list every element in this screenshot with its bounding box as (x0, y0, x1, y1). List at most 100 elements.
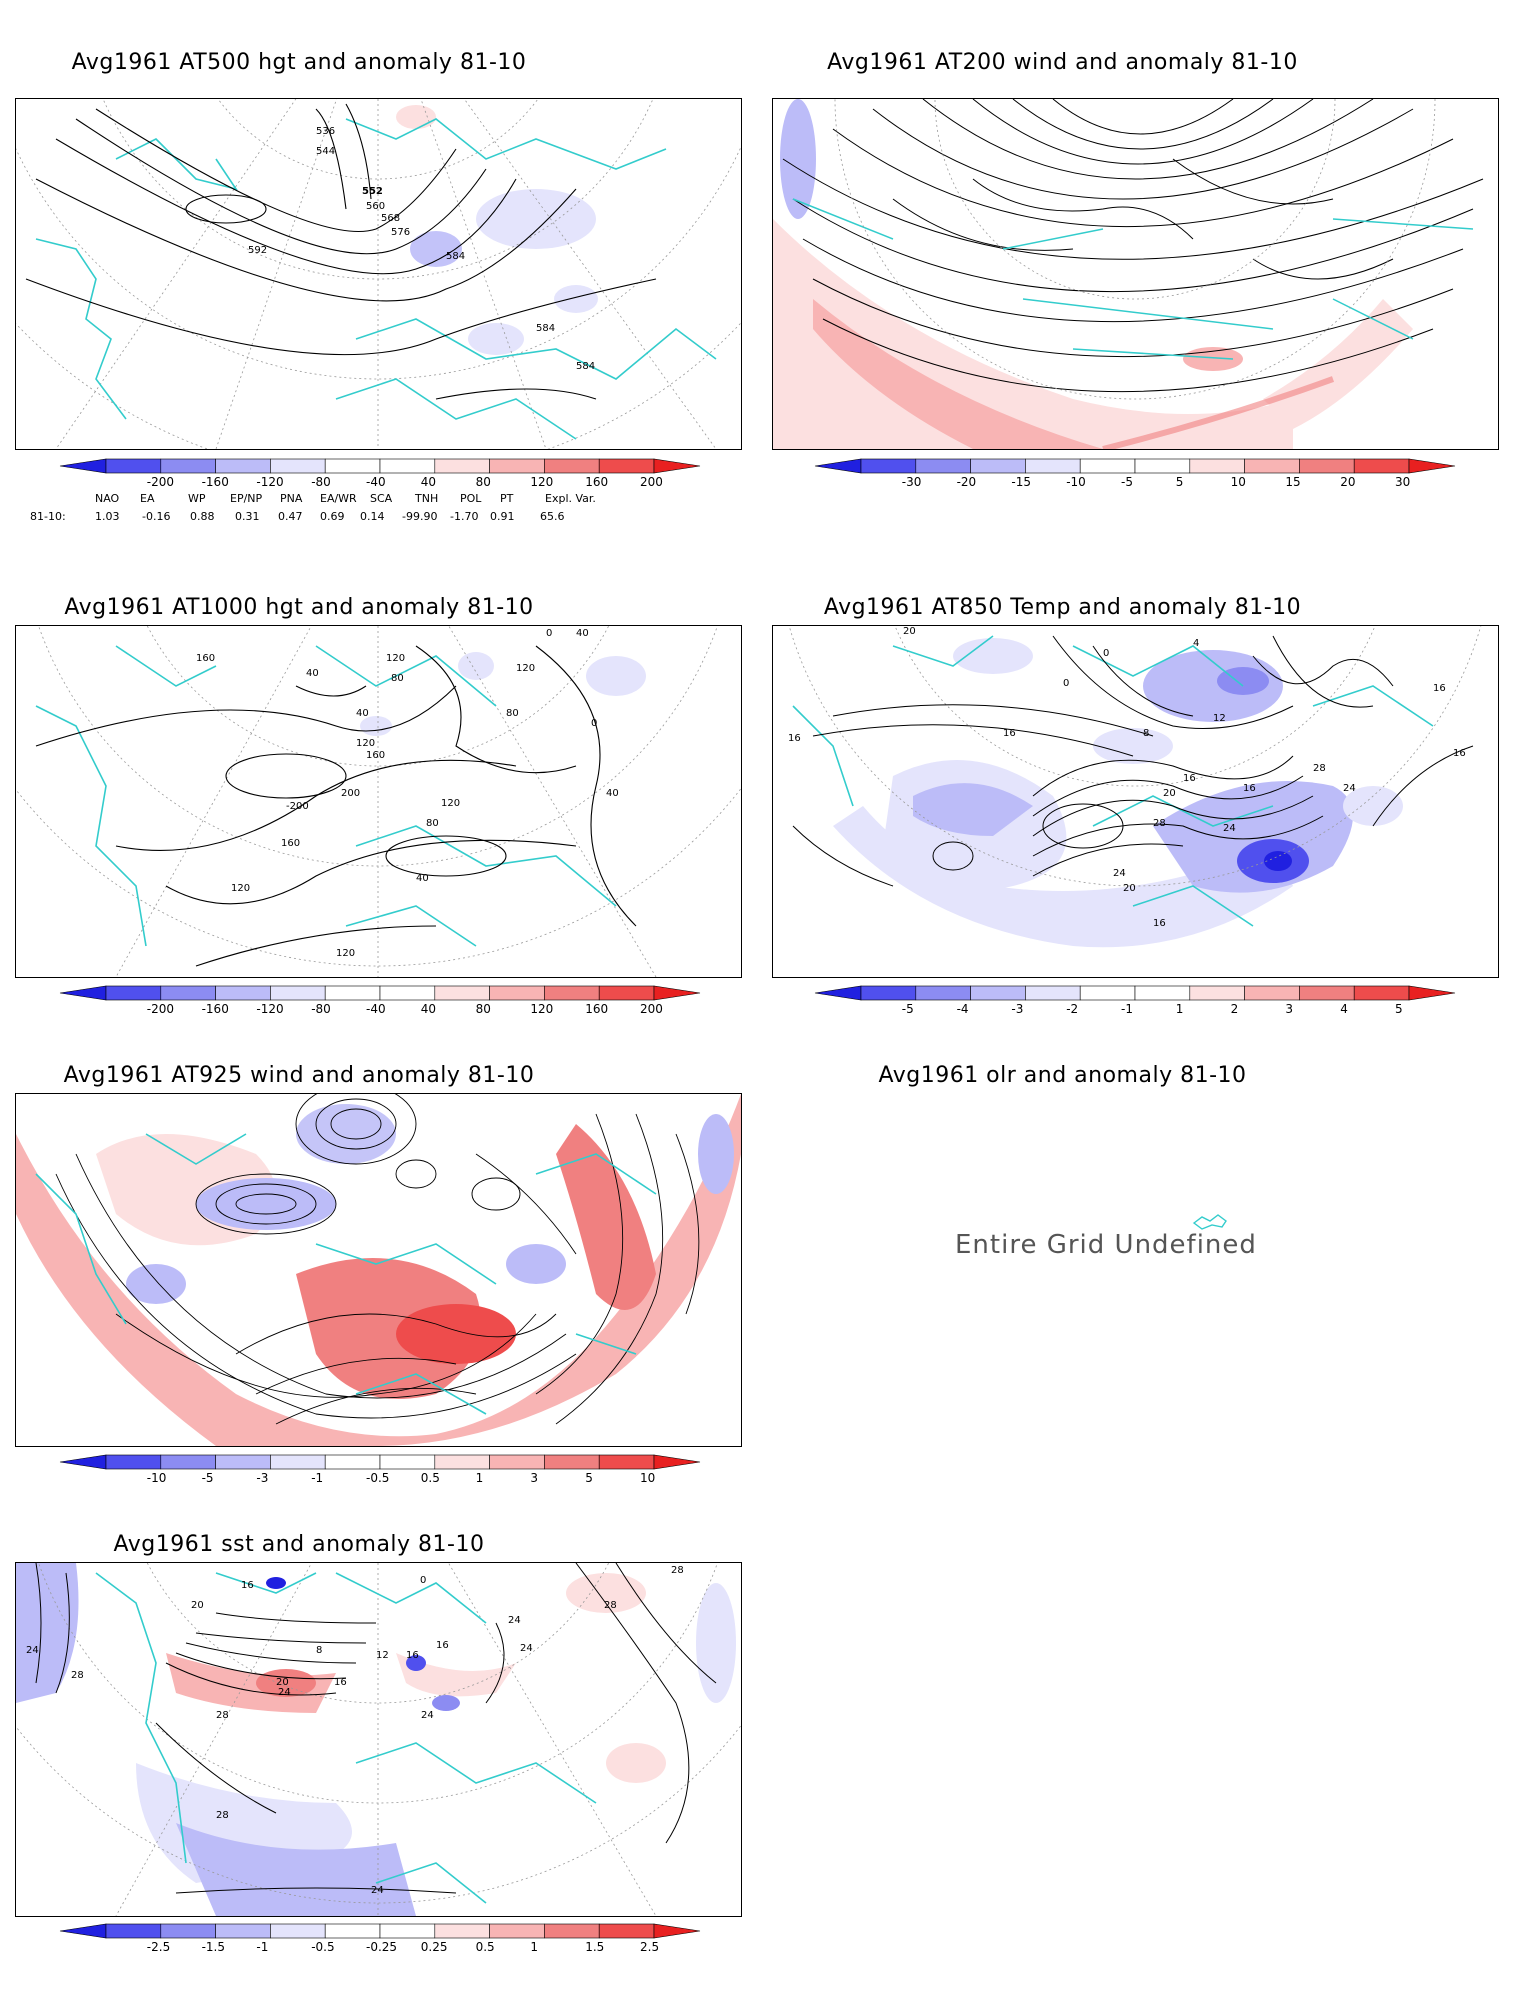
index-row-label: 81-10: (30, 510, 66, 523)
contour-label: 20 (276, 1677, 289, 1688)
colorbar-tick-label: 30 (1395, 475, 1411, 489)
olr-empty-panel: Entire Grid Undefined (772, 1093, 1499, 1447)
contour-label: 40 (606, 788, 619, 799)
contour-label: 120 (516, 663, 535, 674)
index-value: 65.6 (540, 510, 565, 523)
panel-title-200: Avg1961 AT200 wind and anomaly 81-10 (827, 50, 1298, 75)
contour-label: 16 (1243, 783, 1256, 794)
contour-label: 24 (1113, 868, 1126, 879)
contour-label: 120 (356, 738, 375, 749)
colorbar-tick-label: -20 (956, 475, 977, 489)
contour-label: 28 (216, 1810, 229, 1821)
index-value: 0.88 (190, 510, 215, 523)
contour-label: 28 (1313, 763, 1326, 774)
colorbar-tick-label: -1 (256, 1940, 269, 1954)
contour-label: 28 (671, 1565, 684, 1576)
panel-title-sst: Avg1961 sst and anomaly 81-10 (113, 1532, 485, 1557)
colorbar-tick-label: -1.5 (201, 1940, 226, 1954)
colorbar-swatch (489, 1454, 545, 1470)
contour-label: 12 (1213, 713, 1226, 724)
contour-label: 24 (520, 1643, 533, 1654)
colorbar-tick-label: -120 (256, 475, 284, 489)
colorbar-arrow-left (59, 458, 107, 474)
colorbar-tick-label: 200 (640, 475, 663, 489)
panel-title-1000: Avg1961 AT1000 hgt and anomaly 81-10 (64, 595, 534, 620)
colorbar-tick-label: 40 (420, 1002, 437, 1016)
contour-label: 24 (508, 1615, 521, 1626)
panel-title-850: Avg1961 AT850 Temp and anomaly 81-10 (823, 595, 1302, 620)
contour-label: 40 (416, 873, 429, 884)
index-value: 1.03 (95, 510, 120, 523)
colorbar-swatch (1189, 458, 1245, 474)
colorbar-tick-label: -200 (146, 475, 175, 489)
panel-title-olr: Avg1961 olr and anomaly 81-10 (878, 1063, 1247, 1088)
index-name: WP (188, 492, 206, 505)
colorbar-tick-label: -3 (256, 1471, 269, 1485)
contour-label: 20 (1163, 788, 1176, 799)
contour-label: 24 (1343, 783, 1356, 794)
colorbar-tick-label: -5 (201, 1471, 214, 1485)
contour-label: 568 (381, 213, 400, 224)
colorbar-925 (59, 1454, 701, 1470)
colorbar-1000 (59, 985, 701, 1001)
colorbar-swatch (434, 1454, 490, 1470)
colorbar-arrow-left (59, 1454, 107, 1470)
colorbar-swatch (544, 985, 600, 1001)
index-value: -99.90 (402, 510, 438, 523)
contour-label: 16 (334, 1677, 347, 1688)
contour-label: 24 (1223, 823, 1236, 834)
colorbar-tick-label: -160 (201, 475, 229, 489)
colorbar-swatch (1244, 985, 1300, 1001)
colorbar-swatch (160, 1454, 216, 1470)
colorbar-tick-label: 2.5 (640, 1940, 660, 1954)
map-850: 20 0 4 0 16 16 8 12 16 20 16 28 24 24 20… (788, 626, 1482, 948)
colorbar-tick-label: 15 (1285, 475, 1301, 489)
colorbar-tick-label: -0.25 (366, 1940, 398, 1954)
index-name: EP/NP (230, 492, 263, 505)
contour-label: 24 (278, 1687, 291, 1698)
colorbar-swatch (105, 458, 162, 474)
colorbar-swatch (434, 985, 490, 1001)
colorbar-swatch (160, 458, 216, 474)
colorbar-tick-label: -40 (366, 475, 386, 489)
colorbar-swatch (598, 458, 655, 474)
contour-label: 24 (26, 1645, 39, 1656)
colorbar-swatch (860, 985, 917, 1001)
contour-label: 0 (546, 628, 552, 639)
colorbar-swatch (489, 985, 545, 1001)
colorbar-swatch (270, 1454, 326, 1470)
contour-label: 40 (576, 628, 589, 639)
colorbar-swatch (1079, 985, 1136, 1001)
contour-label: 0 (420, 1575, 426, 1586)
colorbar-tick-label: -3 (1011, 1002, 1024, 1016)
colorbar-swatch (544, 458, 600, 474)
colorbar-tick-label: -10 (146, 1471, 167, 1485)
colorbar-tick-label: -120 (256, 1002, 284, 1016)
contour-label: 28 (604, 1600, 617, 1611)
colorbar-swatch (1353, 458, 1410, 474)
index-value: 0.14 (360, 510, 385, 523)
contour-label: 584 (576, 361, 595, 372)
map-1000: 160 40 120 80 40 120 160 -200 200 160 12… (16, 626, 741, 977)
contour-label: 20 (903, 626, 916, 637)
map-500: 536 544 552 560 568 576 584 592 584 584 (16, 99, 741, 449)
contour-label: 40 (306, 668, 319, 679)
colorbar-swatch (270, 1923, 326, 1939)
colorbar-swatch (860, 458, 917, 474)
contour-label: 28 (71, 1670, 84, 1681)
colorbar-tick-label: -80 (311, 1002, 331, 1016)
colorbar-tick-label: 120 (530, 475, 554, 489)
colorbar-tick-label: -160 (201, 1002, 229, 1016)
contour-label: 8 (1143, 728, 1149, 739)
contour-label: 552 (362, 186, 383, 197)
contour-label: 0 (1103, 648, 1109, 659)
colorbar-tick-label: 80 (475, 1002, 491, 1016)
colorbar-swatch (434, 1923, 490, 1939)
colorbar-labels-1000: -200 -160 -120 -80 -40 40 80 120 160 200 (60, 1002, 700, 1018)
contour-label: 16 (788, 733, 801, 744)
colorbar-swatch (1079, 458, 1136, 474)
colorbar-labels-850: -5 -4 -3 -2 -1 1 2 3 4 5 (815, 1002, 1455, 1018)
colorbar-tick-label: 120 (530, 1002, 554, 1016)
colorbar-labels-500: -200 -160 -120 -80 -40 40 80 120 160 200 (60, 475, 700, 491)
contour-label: -200 (286, 801, 309, 812)
